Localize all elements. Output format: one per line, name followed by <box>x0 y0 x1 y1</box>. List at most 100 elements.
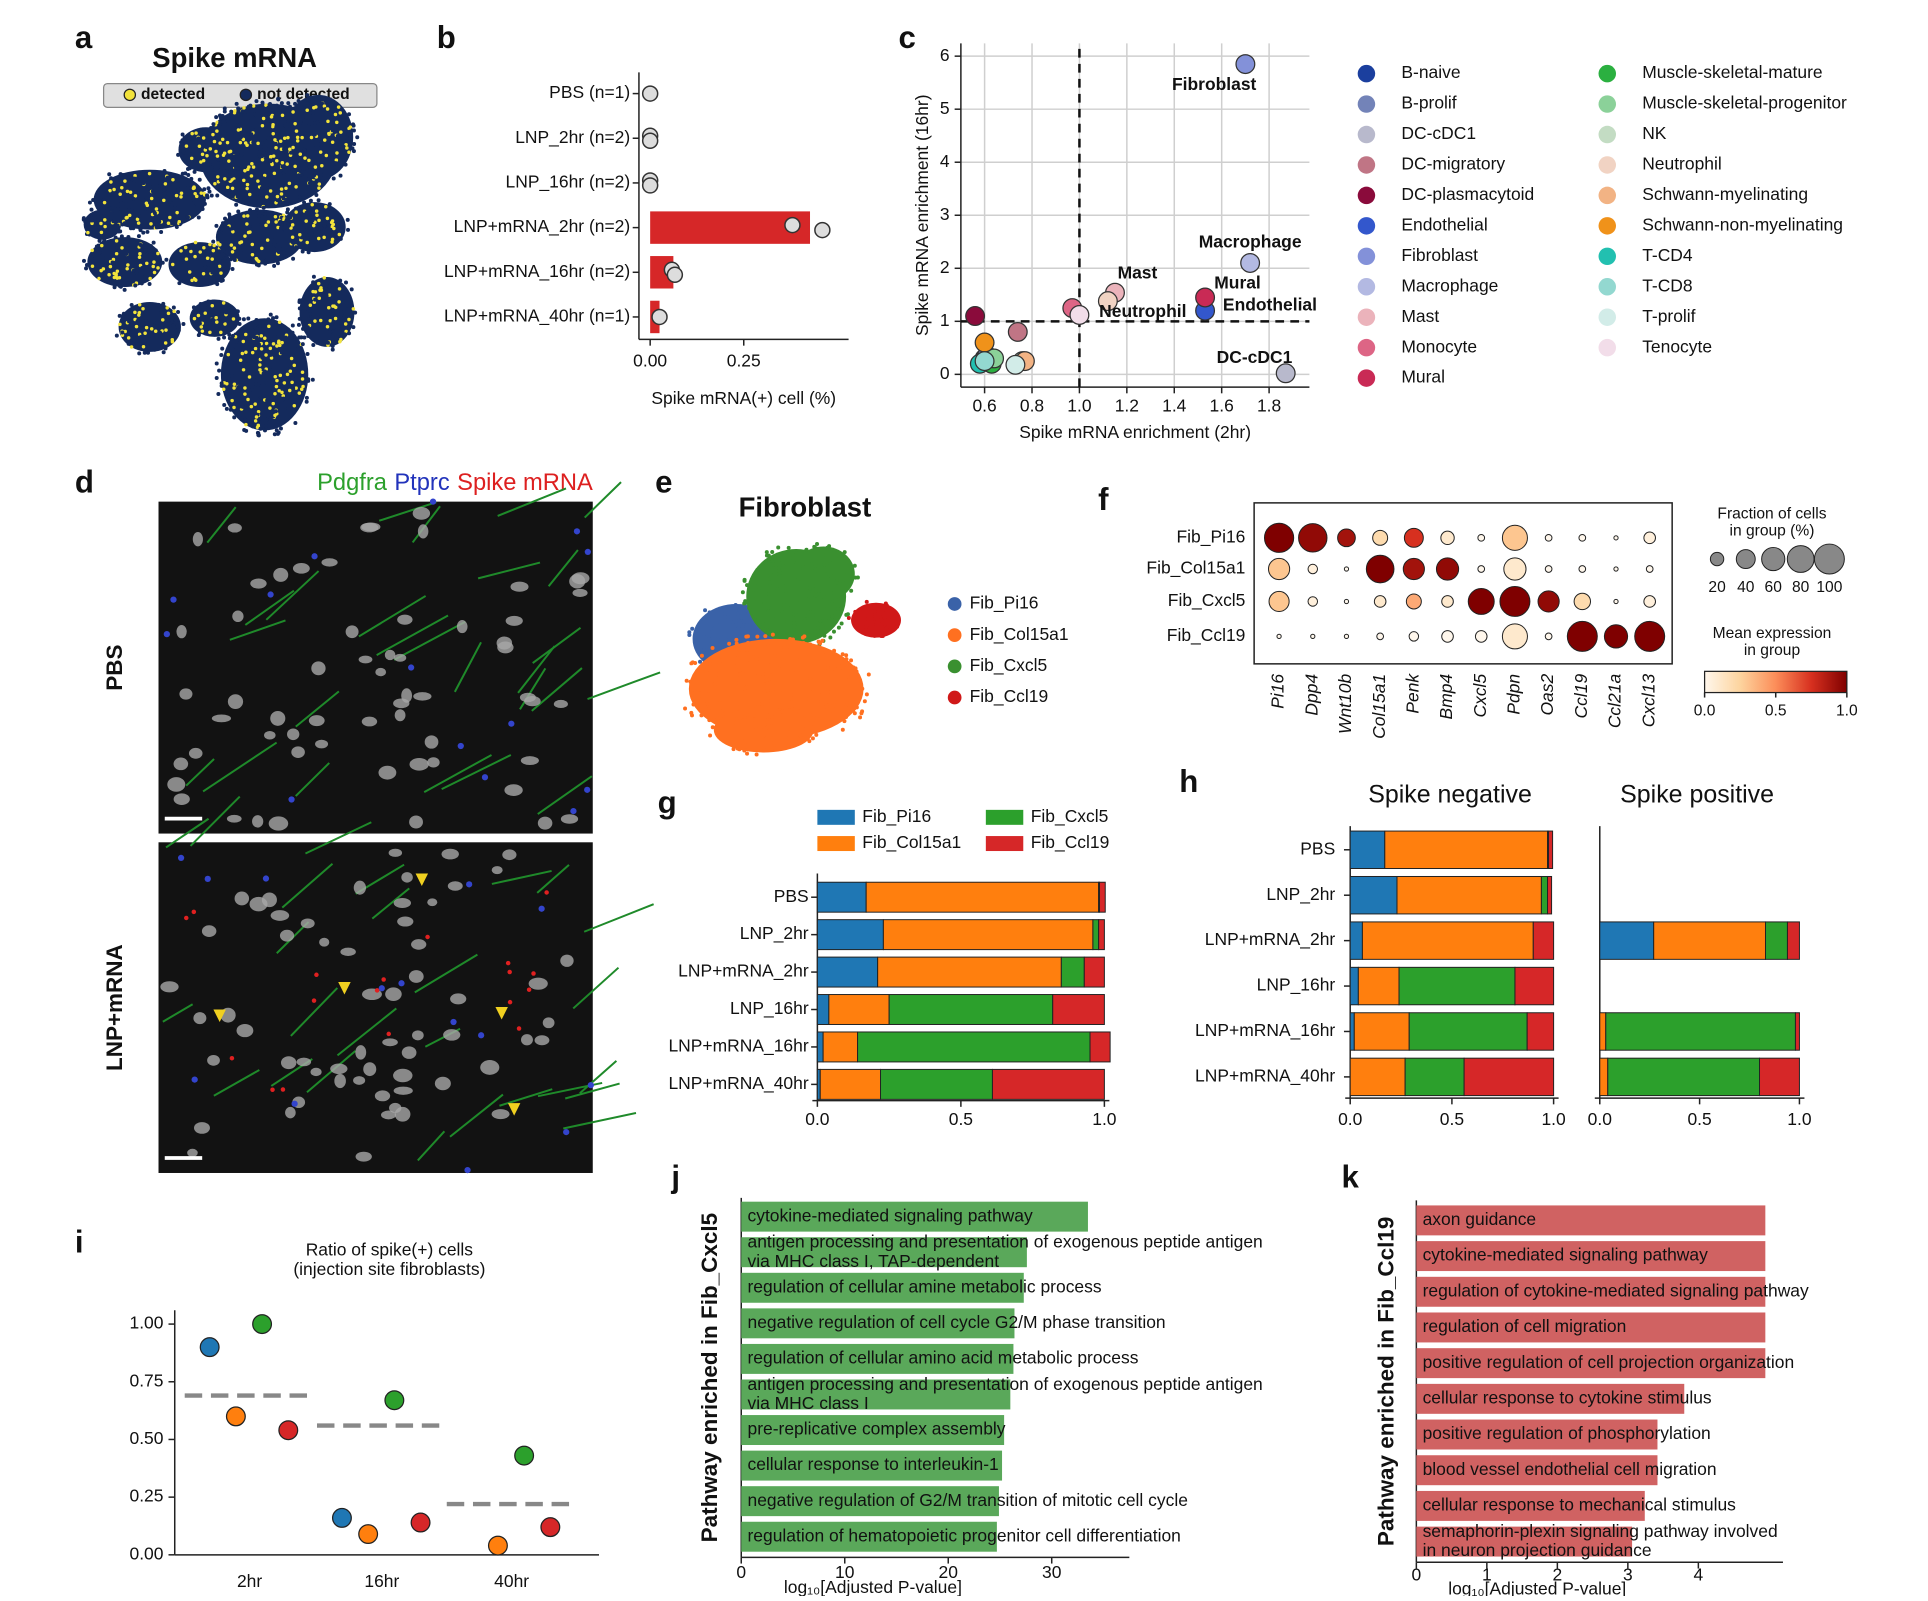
umap-cell <box>312 106 316 110</box>
dot <box>1634 620 1666 652</box>
umap-cell <box>246 316 251 321</box>
umap-cell <box>123 179 127 183</box>
umap-cell <box>820 624 825 629</box>
dot <box>1643 531 1656 545</box>
umap-cell <box>280 113 285 118</box>
umap-cell <box>327 305 331 310</box>
umap-cell <box>306 250 311 255</box>
nucleus <box>413 692 432 701</box>
umap-cell <box>239 250 244 255</box>
umap-cell <box>205 195 210 200</box>
point-label: Neutrophil <box>1099 301 1186 321</box>
umap-cell <box>318 146 323 151</box>
data-point <box>1097 291 1118 312</box>
umap-cell <box>160 224 165 229</box>
dot <box>1544 533 1553 542</box>
umap-cell <box>162 168 167 173</box>
umap-cell <box>268 312 273 317</box>
fiber <box>497 487 567 517</box>
nucleus <box>572 588 588 597</box>
bar-segment <box>1349 830 1386 870</box>
umap-cell <box>299 162 304 167</box>
umap-cell <box>818 618 823 623</box>
umap-cell <box>129 303 134 308</box>
fiber <box>162 1003 194 1023</box>
umap-cell <box>206 162 211 167</box>
umap-cell <box>310 150 315 155</box>
umap-cell <box>765 720 770 725</box>
nucleus <box>374 1090 391 1102</box>
umap-cell <box>283 169 288 174</box>
umap-cell <box>141 198 146 203</box>
umap-cell <box>269 154 273 159</box>
umap-cell <box>198 250 202 254</box>
umap-cell <box>852 711 857 716</box>
umap-cell <box>272 335 277 340</box>
umap-cell <box>308 198 313 203</box>
panel-letter: i <box>75 1224 84 1259</box>
umap-cell <box>852 563 857 568</box>
x-tick-label: 1.0 <box>1067 396 1092 416</box>
umap-cell <box>266 136 271 141</box>
umap-cell <box>884 626 889 631</box>
umap-cell <box>317 236 321 241</box>
umap-cell <box>316 138 321 143</box>
umap-cell <box>300 103 305 108</box>
ptprc-signal <box>177 854 185 862</box>
umap-cell <box>142 350 147 355</box>
nucleus <box>389 1102 402 1114</box>
umap-cell <box>770 549 775 554</box>
umap-cell <box>291 110 295 114</box>
umap-cell <box>127 207 132 212</box>
umap-cell <box>765 725 770 730</box>
fiber <box>202 741 278 793</box>
umap-cell <box>276 430 281 435</box>
bar-segment <box>1764 921 1788 960</box>
bar-segment <box>1092 919 1100 951</box>
umap-cell <box>115 276 119 280</box>
umap-cell <box>227 332 232 337</box>
umap-cell <box>261 324 266 329</box>
umap-cell <box>280 384 285 389</box>
umap-cell <box>140 244 145 249</box>
umap-cell <box>815 625 820 630</box>
umap-cell <box>160 310 165 315</box>
umap-cell <box>735 656 740 661</box>
umap-cell <box>322 104 327 108</box>
umap-cell <box>766 557 771 562</box>
umap-cell <box>755 568 760 573</box>
bar <box>1416 1276 1766 1307</box>
colorbar-tick-label: 1.0 <box>1836 702 1858 719</box>
umap-cell <box>187 246 192 251</box>
umap-cell <box>882 607 887 612</box>
nucleus <box>321 558 338 567</box>
umap-cell <box>840 578 845 583</box>
nucleus <box>176 625 187 639</box>
umap-cell <box>251 104 256 108</box>
umap-cell <box>102 237 107 242</box>
umap-cell <box>767 580 772 585</box>
umap-cell <box>290 330 295 335</box>
umap-cell <box>245 186 249 191</box>
legend-label: T-CD4 <box>1642 245 1693 265</box>
bar-label: regulation of cytokine-mediated signalin… <box>1423 1280 1809 1300</box>
umap-cell <box>184 144 189 148</box>
umap-cell <box>339 130 343 134</box>
x-tick-label: 1 <box>1482 1565 1492 1585</box>
umap-cell <box>233 126 238 131</box>
nucleus <box>285 1106 296 1119</box>
x-tick-label: 1.0 <box>1092 1109 1117 1129</box>
micrograph <box>158 842 593 1173</box>
dot <box>1408 631 1420 642</box>
umap-cell <box>864 692 869 697</box>
bar <box>1416 1241 1766 1272</box>
umap-cell <box>708 733 713 738</box>
umap-cell <box>126 336 131 340</box>
umap-cell <box>288 369 293 373</box>
nucleus <box>394 709 406 722</box>
umap-cell <box>203 328 208 333</box>
row-label: LNP+mRNA <box>102 944 127 1071</box>
umap-cell <box>273 214 278 219</box>
bar-segment <box>880 1068 993 1100</box>
bar-segment <box>1599 1012 1607 1051</box>
